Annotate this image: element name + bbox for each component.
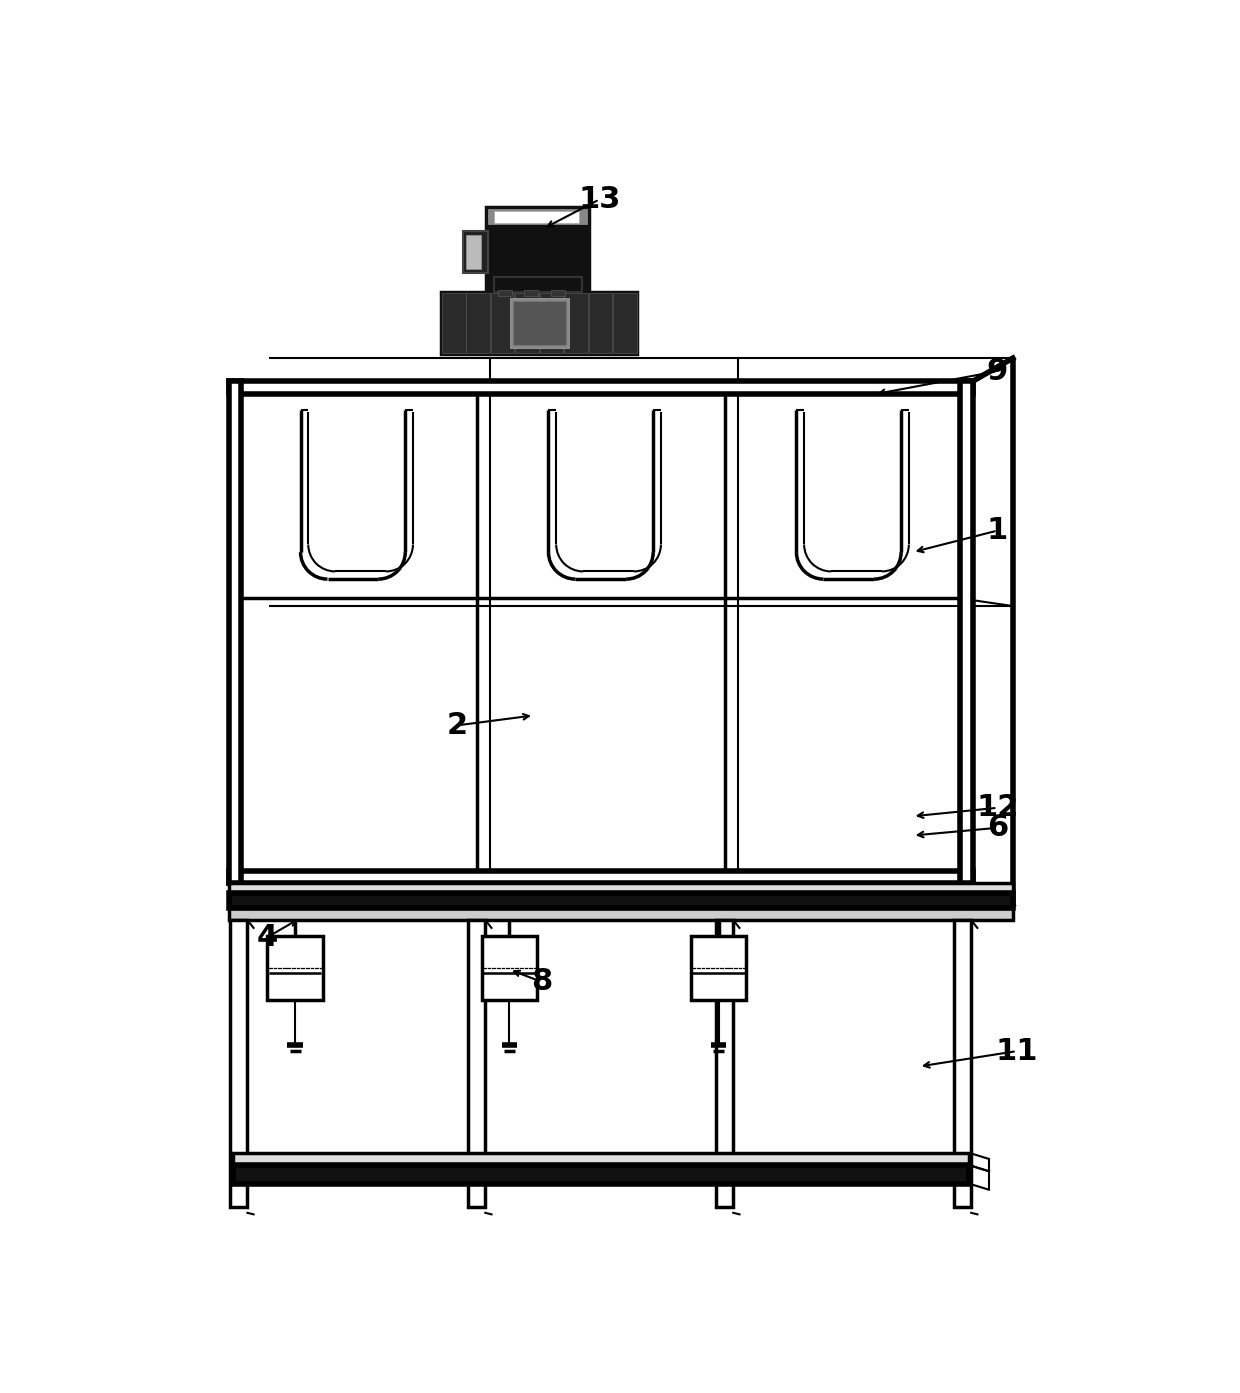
Bar [515, 294, 539, 352]
Text: 4: 4 [257, 922, 278, 951]
Bar [489, 209, 587, 224]
Text: 6: 6 [987, 814, 1008, 843]
Bar [466, 235, 481, 269]
Bar [441, 294, 465, 352]
Text: 12: 12 [976, 793, 1018, 822]
Bar [497, 290, 512, 295]
Bar [229, 883, 1013, 893]
Bar [486, 208, 589, 293]
Bar [229, 382, 972, 394]
Bar [229, 871, 972, 883]
Bar [229, 908, 1013, 921]
Bar [231, 921, 248, 1206]
Text: 1: 1 [987, 515, 1008, 545]
Bar [955, 921, 971, 1206]
Bar [466, 294, 490, 352]
Bar [510, 298, 569, 348]
Bar [589, 294, 613, 352]
Bar [463, 231, 487, 273]
Text: 2: 2 [446, 710, 467, 740]
Bar [441, 293, 637, 354]
Text: 9: 9 [987, 357, 1008, 386]
Bar [961, 382, 972, 883]
Bar [691, 936, 746, 1000]
Bar [494, 212, 579, 223]
Bar [513, 301, 565, 345]
Bar [551, 290, 565, 295]
Bar [613, 294, 636, 352]
Bar [233, 1165, 968, 1184]
Bar [539, 294, 563, 352]
Bar [525, 290, 538, 295]
Text: 13: 13 [578, 185, 620, 215]
Bar [469, 921, 485, 1206]
Bar [229, 382, 242, 883]
Bar [233, 1153, 968, 1165]
Bar [229, 893, 1013, 908]
Bar [481, 936, 537, 1000]
Bar [564, 294, 588, 352]
Bar [717, 921, 733, 1206]
Bar [491, 294, 515, 352]
Bar [268, 936, 322, 1000]
Text: 8: 8 [531, 967, 552, 996]
Bar [494, 276, 582, 293]
Text: 11: 11 [996, 1036, 1038, 1066]
